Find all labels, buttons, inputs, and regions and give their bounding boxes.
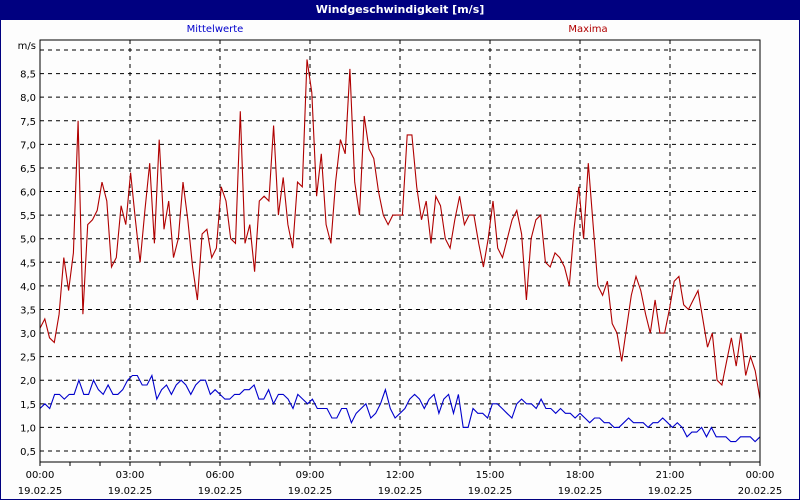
- x-tick-time-label: 03:00: [116, 470, 145, 481]
- series-maxima-line: [39, 59, 761, 400]
- y-tick-label: 5,0: [20, 235, 36, 246]
- chart-title: Windgeschwindigkeit [m/s]: [0, 0, 800, 20]
- x-tick-date-label: 19.02.25: [648, 486, 693, 497]
- x-tick-date-label: 19.02.25: [378, 486, 423, 497]
- x-tick-date-label: 20.02.25: [738, 486, 783, 497]
- x-tick-time-label: 00:00: [746, 470, 775, 481]
- x-tick-time-label: 09:00: [296, 470, 325, 481]
- y-tick-label: 7,5: [20, 117, 36, 128]
- y-tick-label: 3,0: [20, 329, 36, 340]
- y-tick-label: 8,0: [20, 93, 36, 104]
- y-tick-label: 4,0: [20, 282, 36, 293]
- y-tick-label: 6,0: [20, 188, 36, 199]
- x-tick-time-label: 21:00: [656, 470, 685, 481]
- y-axis-unit-label: m/s: [18, 41, 36, 52]
- x-axis-labels: 00:00 19.02.25 03:00 19.02.25 06:00 19.02.25 0…: [18, 470, 783, 497]
- y-tick-label: 7,0: [20, 140, 36, 151]
- legend-mean-label: Mittelwerte: [186, 24, 244, 35]
- y-tick-label: 1,0: [20, 423, 36, 434]
- x-tick-date-label: 19.02.25: [288, 486, 333, 497]
- x-tick-date-label: 19.02.25: [108, 486, 153, 497]
- x-tick-time-label: 18:00: [566, 470, 595, 481]
- series-mittelwerte-line: [39, 373, 761, 443]
- y-tick-label: 4,5: [20, 258, 36, 269]
- x-tick-time-label: 00:00: [26, 470, 55, 481]
- y-tick-label: 2,5: [20, 353, 36, 364]
- x-tick-time-label: 15:00: [476, 470, 505, 481]
- y-axis-labels: 0,5 1,0 1,5 2,0 2,5 3,0 3,5 4,0 4,5 5,0 5,5 6,0 6,5 7…: [20, 70, 36, 458]
- y-tick-label: 3,5: [20, 305, 36, 316]
- y-tick-label: 2,0: [20, 376, 36, 387]
- x-tick-time-label: 06:00: [206, 470, 235, 481]
- legend-max-label: Maxima: [568, 24, 608, 35]
- y-tick-label: 0,5: [20, 447, 36, 458]
- y-tick-label: 5,5: [20, 211, 36, 222]
- axes-frame: [39, 39, 761, 463]
- x-tick-time-label: 12:00: [386, 470, 415, 481]
- x-tick-date-label: 19.02.25: [18, 486, 63, 497]
- y-tick-label: 6,5: [20, 164, 36, 175]
- x-tick-date-label: 19.02.25: [468, 486, 513, 497]
- y-tick-label: 8,5: [20, 70, 36, 81]
- axis-ticks: [39, 462, 761, 466]
- x-tick-date-label: 19.02.25: [198, 486, 243, 497]
- x-tick-date-label: 19.02.25: [558, 486, 603, 497]
- y-tick-label: 1,5: [20, 400, 36, 411]
- grid-lines: [40, 40, 760, 462]
